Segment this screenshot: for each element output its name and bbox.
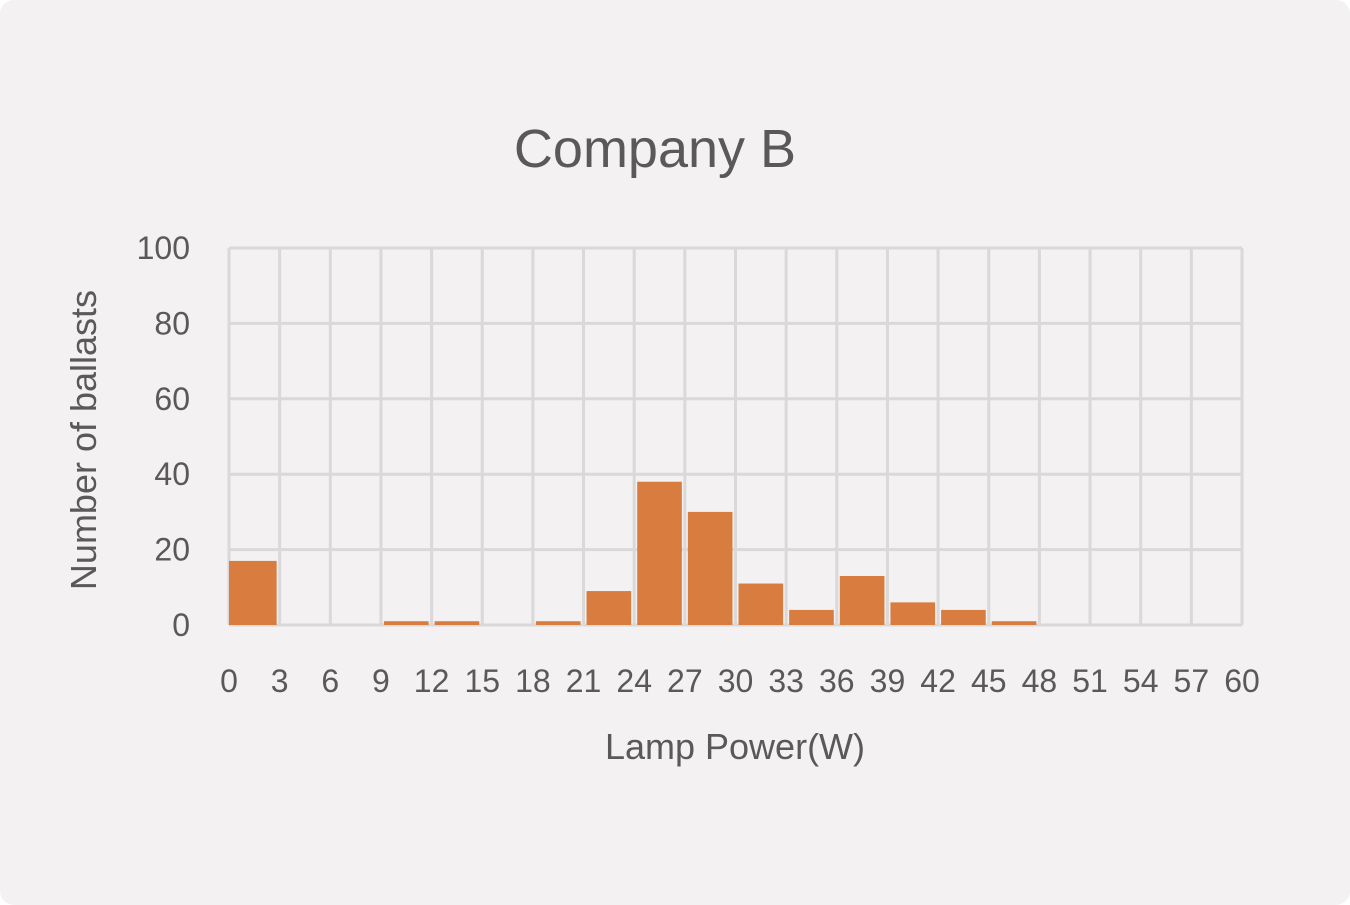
x-tick-label: 18	[515, 663, 551, 699]
x-tick-label: 21	[566, 663, 602, 699]
y-tick-label: 60	[154, 381, 190, 417]
bar-42	[941, 609, 986, 625]
chart-title: Company B	[513, 119, 797, 179]
x-tick-label: 42	[920, 663, 956, 699]
y-tick-labels: 0 20 40 60 80 100	[137, 230, 190, 643]
y-tick-label: 20	[154, 532, 190, 568]
x-tick-label: 27	[667, 663, 703, 699]
x-tick-label: 24	[616, 663, 652, 699]
y-tick-label: 80	[154, 305, 190, 341]
x-tick-label: 6	[321, 663, 339, 699]
bars	[229, 481, 1037, 625]
x-tick-label: 30	[718, 663, 754, 699]
x-tick-label: 3	[271, 663, 289, 699]
x-tick-label: 45	[971, 663, 1007, 699]
bar-0	[229, 560, 277, 625]
bar-27	[687, 511, 733, 625]
bar-18	[535, 621, 581, 625]
y-tick-label: 0	[172, 607, 190, 643]
x-tick-label: 12	[414, 663, 450, 699]
y-tick-label: 40	[154, 456, 190, 492]
x-tick-label: 15	[464, 663, 500, 699]
bar-30	[738, 583, 784, 625]
y-tick-label: 100	[137, 230, 190, 266]
x-tick-label: 33	[768, 663, 804, 699]
bar-12	[434, 621, 480, 625]
x-tick-label: 51	[1072, 663, 1108, 699]
x-tick-label: 0	[220, 663, 238, 699]
grid-lines	[227, 246, 1244, 627]
x-tick-label: 60	[1224, 663, 1260, 699]
bar-9	[383, 621, 429, 625]
x-tick-label: 48	[1022, 663, 1058, 699]
bar-24	[637, 481, 682, 625]
x-tick-labels: 0 3 6 9 12 15 18 21 24 27 30 33 36 39 42 45 48 51 54 57 60	[220, 663, 1260, 699]
bar-21	[586, 591, 632, 625]
bar-39	[890, 602, 936, 625]
x-tick-label: 54	[1123, 663, 1159, 699]
x-axis-label: Lamp Power(W)	[604, 726, 866, 767]
x-tick-label: 36	[819, 663, 855, 699]
x-tick-label: 9	[372, 663, 390, 699]
x-tick-label: 57	[1174, 663, 1210, 699]
bar-33	[789, 609, 834, 625]
bar-45	[991, 621, 1037, 625]
x-tick-label: 39	[870, 663, 906, 699]
bar-36	[839, 575, 885, 625]
